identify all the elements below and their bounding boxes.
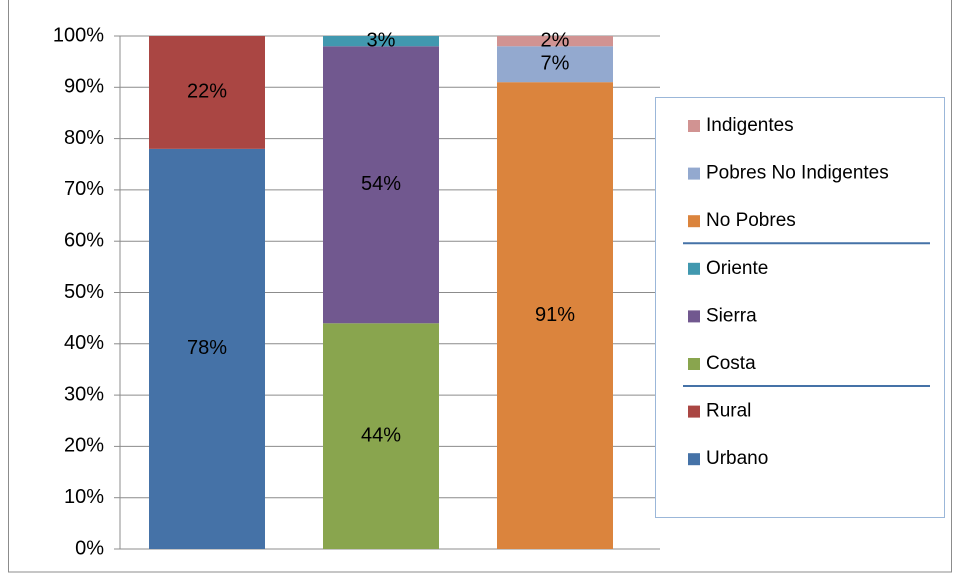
y-tick-label: 70%	[64, 178, 104, 200]
y-tick-label: 30%	[64, 383, 104, 405]
legend-label: Sierra	[706, 305, 757, 326]
bar-segment	[149, 148, 265, 549]
y-tick-label: 60%	[64, 229, 104, 251]
y-tick-label: 40%	[64, 332, 104, 354]
legend-swatch	[688, 358, 700, 370]
legend-box	[655, 97, 945, 518]
y-tick-label: 90%	[64, 76, 104, 98]
bar-segment	[497, 82, 613, 549]
bar-segment	[323, 323, 439, 549]
legend-swatch	[688, 262, 700, 275]
y-tick-label: 50%	[64, 281, 104, 303]
bar-segment	[323, 36, 439, 47]
data-label: 44%	[361, 424, 401, 446]
legend-swatch	[688, 310, 700, 323]
legend-swatch	[688, 167, 700, 180]
legend-label: Rural	[706, 401, 751, 422]
bar-segment	[497, 46, 613, 83]
legend-label: Urbano	[706, 448, 768, 469]
bar-segment	[323, 46, 439, 324]
legend-label: Oriente	[706, 258, 768, 279]
data-label: 54%	[361, 173, 401, 195]
legend-swatch	[688, 453, 700, 466]
legend-swatch	[688, 120, 700, 132]
y-tick-label: 10%	[64, 486, 104, 508]
data-label: 3%	[367, 29, 396, 51]
legend-swatch	[688, 405, 700, 418]
data-label: 91%	[535, 304, 575, 326]
data-label: 7%	[541, 52, 570, 74]
bar-segment	[149, 36, 265, 149]
y-tick-label: 100%	[53, 24, 104, 46]
legend-label: No Pobres	[706, 210, 796, 231]
data-label: 2%	[541, 29, 570, 51]
y-tick-label: 80%	[64, 127, 104, 149]
data-label: 78%	[187, 337, 227, 359]
bar-segment	[497, 36, 613, 47]
legend-label: Costa	[706, 353, 756, 374]
legend-label: Pobres No Indigentes	[706, 163, 889, 184]
y-tick-label: 0%	[75, 537, 104, 559]
legend-swatch	[688, 215, 700, 228]
data-label: 22%	[187, 81, 227, 103]
legend-label: Indigentes	[706, 115, 794, 136]
y-tick-label: 20%	[64, 435, 104, 457]
